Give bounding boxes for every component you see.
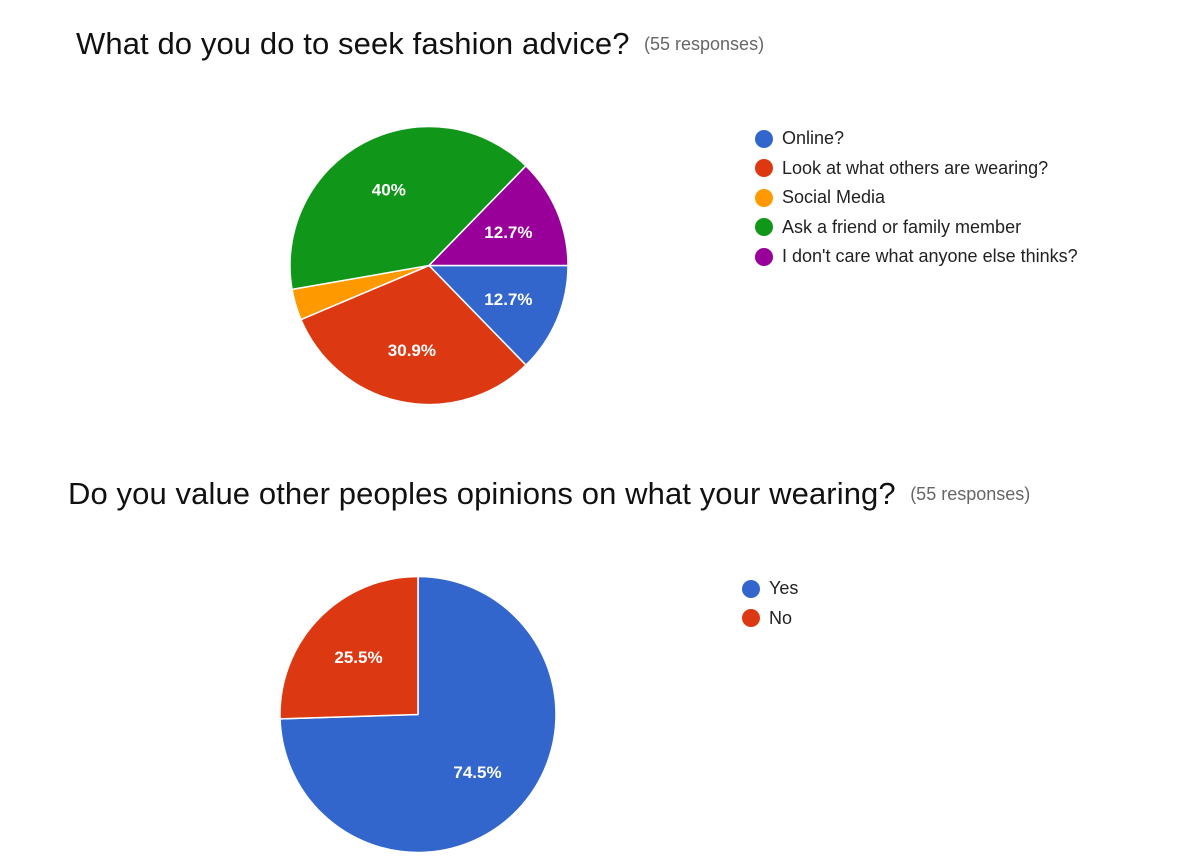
pie-slice[interactable] xyxy=(428,165,569,267)
pie-slice-label: 25.5% xyxy=(334,648,382,667)
legend-item[interactable]: Social Media xyxy=(755,183,1078,213)
legend-label: I don't care what anyone else thinks? xyxy=(782,246,1078,267)
pie-slice[interactable] xyxy=(279,575,419,720)
pie-chart-fashion-advice: 12.7% 30.9% 40% 12.7% xyxy=(289,125,569,406)
legend-value-opinions: Yes No xyxy=(742,574,798,633)
legend-swatch xyxy=(755,218,773,237)
pie-chart-value-opinions: 74.5% 25.5% xyxy=(279,575,557,854)
legend-item[interactable]: Ask a friend or family member xyxy=(755,213,1078,243)
response-count: (55 responses) xyxy=(910,484,1031,504)
legend-item[interactable]: Yes xyxy=(742,574,798,604)
pie-slice-label: 12.7% xyxy=(484,223,532,242)
legend-item[interactable]: Online? xyxy=(755,124,1078,154)
pie-slice-label: 12.7% xyxy=(484,290,532,309)
pie-slice[interactable] xyxy=(428,264,569,366)
pie-slice-label: 40% xyxy=(372,180,406,199)
legend-label: Social Media xyxy=(782,187,886,208)
legend-label: Yes xyxy=(769,578,799,599)
legend-swatch xyxy=(755,188,773,207)
legend-label: Ask a friend or family member xyxy=(782,216,1022,237)
question-2-header: Do you value other peoples opinions on w… xyxy=(68,476,1030,512)
legend-fashion-advice: Online? Look at what others are wearing?… xyxy=(755,124,1078,272)
legend-swatch xyxy=(755,159,773,178)
legend-item[interactable]: No xyxy=(742,604,798,634)
pie-slice[interactable] xyxy=(289,125,527,291)
pie-slice[interactable] xyxy=(300,264,527,406)
response-count: (55 responses) xyxy=(644,34,765,54)
legend-swatch xyxy=(742,609,760,628)
legend-label: Online? xyxy=(782,128,845,149)
pie-slice-label: 30.9% xyxy=(388,341,436,360)
legend-item[interactable]: I don't care what anyone else thinks? xyxy=(755,242,1078,272)
question-title: What do you do to seek fashion advice? xyxy=(76,26,630,61)
question-1-header: What do you do to seek fashion advice? (… xyxy=(76,26,764,62)
legend-swatch xyxy=(742,579,760,598)
legend-item[interactable]: Look at what others are wearing? xyxy=(755,154,1078,184)
legend-swatch xyxy=(755,129,773,148)
legend-label: Look at what others are wearing? xyxy=(782,157,1049,178)
legend-label: No xyxy=(769,607,793,628)
pie-slice-label: 74.5% xyxy=(453,763,501,782)
legend-swatch xyxy=(755,247,773,266)
question-title: Do you value other peoples opinions on w… xyxy=(68,476,896,511)
